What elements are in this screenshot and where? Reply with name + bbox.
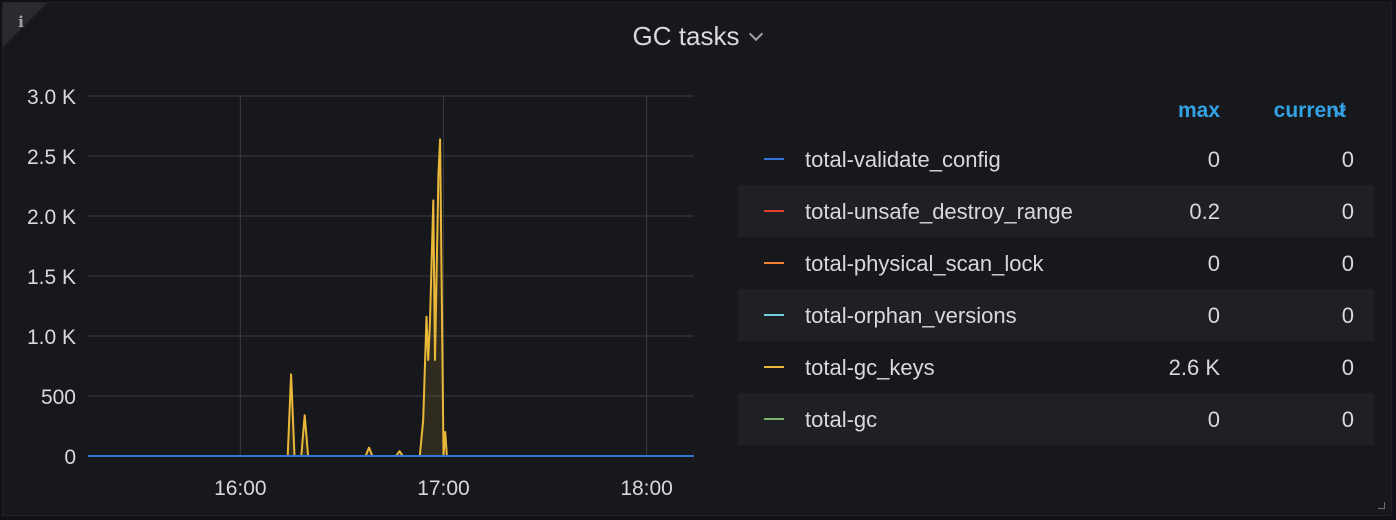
series-current-value: 0 — [1341, 147, 1354, 172]
series-swatch[interactable] — [764, 158, 784, 160]
x-tick-label: 16:00 — [214, 477, 267, 500]
series-name[interactable]: total-unsafe_destroy_range — [805, 199, 1073, 224]
series-current-value: 0 — [1341, 251, 1354, 276]
panel-title[interactable]: GC tasks — [632, 21, 740, 51]
chart-plot: 0 500 1.0 K 1.5 K 2.0 K 2.5 K 3.0 K 16:00 17:00 1… — [27, 86, 694, 500]
x-tick-label: 17:00 — [417, 477, 470, 500]
legend-row[interactable]: total-gc_keys 2.6 K 0 — [738, 341, 1374, 393]
series-swatch[interactable] — [764, 314, 784, 316]
series-name[interactable]: total-gc_keys — [805, 355, 935, 380]
chevron-down-icon[interactable] — [749, 26, 764, 42]
series-name[interactable]: total-gc — [805, 407, 878, 432]
legend-row[interactable]: total-orphan_versions 0 0 — [738, 289, 1374, 341]
y-tick-label: 3.0 K — [27, 86, 76, 109]
legend-row[interactable]: total-unsafe_destroy_range 0.2 0 — [738, 185, 1374, 237]
y-tick-label: 500 — [41, 386, 76, 409]
y-tick-label: 0 — [64, 446, 76, 469]
series-current-value: 0 — [1341, 303, 1354, 328]
y-tick-label: 2.0 K — [27, 206, 76, 229]
info-corner[interactable] — [3, 3, 47, 47]
series-current-value: 0 — [1341, 407, 1354, 432]
series-max-value: 0 — [1207, 147, 1220, 172]
legend-header-max[interactable]: max — [1177, 99, 1220, 122]
y-tick-label: 1.0 K — [27, 326, 76, 349]
resize-handle-icon[interactable] — [1378, 502, 1385, 509]
series-current-value: 0 — [1341, 355, 1354, 380]
series-area — [88, 139, 694, 456]
series-name[interactable]: total-validate_config — [805, 147, 1001, 172]
series-max-value: 0.2 — [1189, 199, 1220, 224]
series-swatch[interactable] — [764, 262, 784, 264]
series-swatch[interactable] — [764, 366, 784, 368]
legend-row[interactable]: total-gc 0 0 — [738, 393, 1374, 445]
series-current-value: 0 — [1341, 199, 1354, 224]
x-tick-label: 18:00 — [620, 477, 673, 500]
series-max-value: 0 — [1207, 407, 1220, 432]
series-name[interactable]: total-physical_scan_lock — [805, 251, 1044, 276]
y-tick-label: 1.5 K — [27, 266, 76, 289]
y-tick-label: 2.5 K — [27, 146, 76, 169]
legend-header: max current — [738, 91, 1374, 133]
series-name[interactable]: total-orphan_versions — [805, 303, 1017, 328]
legend-row[interactable]: total-validate_config 0 0 — [738, 133, 1374, 185]
series-max-value: 0 — [1207, 303, 1220, 328]
series-max-value: 2.6 K — [1168, 355, 1220, 380]
series-line[interactable] — [88, 138, 694, 457]
series-max-value: 0 — [1207, 251, 1220, 276]
panel-title-area[interactable]: GC tasks — [3, 19, 1391, 53]
legend-row[interactable]: total-physical_scan_lock 0 0 — [738, 237, 1374, 289]
legend-table: max current total-validate_config 0 0 total… — [738, 91, 1374, 445]
series-swatch[interactable] — [764, 418, 784, 420]
series-swatch[interactable] — [764, 210, 784, 212]
legend-header-current[interactable]: current — [1273, 99, 1346, 122]
info-icon[interactable]: i — [18, 13, 24, 31]
